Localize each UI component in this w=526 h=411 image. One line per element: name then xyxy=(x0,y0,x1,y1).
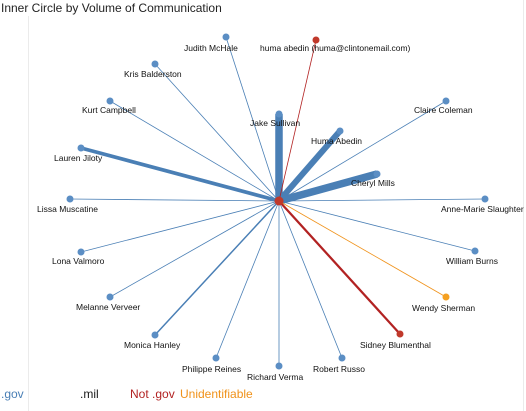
node-label-monica-hanley: Monica Hanley xyxy=(124,340,181,350)
node-sidney-blumenthal[interactable] xyxy=(396,330,404,338)
node-label-melanne-verveer: Melanne Verveer xyxy=(76,302,140,312)
node-label-sidney-blumenthal: Sidney Blumenthal xyxy=(360,340,431,350)
edge-cheryl-mills xyxy=(278,170,378,205)
edge-huma-abedin-huma-clintonemail-com xyxy=(278,39,317,202)
legend-unidentifiable: Unidentifiable xyxy=(180,387,253,401)
edge-monica-hanley xyxy=(154,200,280,336)
node-robert-russo[interactable] xyxy=(338,354,346,362)
edge-lona-valmoro xyxy=(80,200,280,253)
node-label-kris-balderston: Kris Balderston xyxy=(124,69,182,79)
node-label-claire-coleman: Claire Coleman xyxy=(414,105,473,115)
node-label-jake-sullivan: Jake Sullivan xyxy=(250,118,300,128)
node-anne-marie-slaughter[interactable] xyxy=(481,195,489,203)
edge-kurt-campbell xyxy=(109,100,280,202)
node-lauren-jiloty[interactable] xyxy=(77,144,85,152)
edge-claire-coleman xyxy=(278,100,447,202)
frame-line-right xyxy=(523,0,524,411)
node-melanne-verveer[interactable] xyxy=(106,293,114,301)
node-label-huma-abedin: Huma Abedin xyxy=(311,136,362,146)
node-judith-mchale[interactable] xyxy=(222,33,230,41)
node-label-judith-mchale: Judith McHale xyxy=(184,43,238,53)
node-huma-abedin-huma-clintonemail-com[interactable] xyxy=(312,36,320,44)
node-label-cheryl-mills: Cheryl Mills xyxy=(351,178,395,188)
node-kris-balderston[interactable] xyxy=(151,60,159,68)
node-label-philippe-reines: Philippe Reines xyxy=(182,364,241,374)
edge-judith-mchale xyxy=(225,36,280,202)
edge-lauren-jiloty xyxy=(80,146,280,203)
node-monica-hanley[interactable] xyxy=(151,331,159,339)
edge-anne-marie-slaughter xyxy=(278,198,486,202)
node-label-lauren-jiloty: Lauren Jiloty xyxy=(54,153,103,163)
node-jake-sullivan[interactable] xyxy=(275,110,283,118)
node-lona-valmoro[interactable] xyxy=(77,248,85,256)
node-lissa-muscatine[interactable] xyxy=(66,195,74,203)
edge-wendy-sherman xyxy=(278,200,447,298)
edge-sidney-blumenthal xyxy=(278,200,401,335)
node-label-robert-russo: Robert Russo xyxy=(313,364,365,374)
node-label-wendy-sherman: Wendy Sherman xyxy=(412,303,475,313)
edge-lissa-muscatine xyxy=(69,198,280,202)
node-label-huma-abedin-huma-clintonemail-com: huma abedin (huma@clintonemail.com) xyxy=(260,43,411,53)
edge-robert-russo xyxy=(278,200,343,359)
chart-title: Inner Circle by Volume of Communication xyxy=(1,1,222,15)
edge-kris-balderston xyxy=(154,63,280,202)
center-node[interactable] xyxy=(274,196,284,206)
node-label-kurt-campbell: Kurt Campbell xyxy=(82,105,136,115)
node-label-anne-marie-slaughter: Anne-Marie Slaughter xyxy=(441,204,524,214)
edge-melanne-verveer xyxy=(109,200,280,298)
legend-not-gov: Not .gov xyxy=(130,387,175,401)
node-huma-abedin[interactable] xyxy=(336,127,344,135)
node-label-william-burns: William Burns xyxy=(446,256,498,266)
node-wendy-sherman[interactable] xyxy=(442,293,450,301)
node-label-lissa-muscatine: Lissa Muscatine xyxy=(37,204,98,214)
node-kurt-campbell[interactable] xyxy=(106,97,114,105)
legend-mil: .mil xyxy=(80,387,99,401)
edge-william-burns xyxy=(278,200,476,252)
node-philippe-reines[interactable] xyxy=(212,354,220,362)
edge-huma-abedin xyxy=(276,129,343,203)
node-label-richard-verma: Richard Verma xyxy=(247,372,303,382)
node-richard-verma[interactable] xyxy=(275,362,283,370)
node-william-burns[interactable] xyxy=(471,247,479,255)
frame-line xyxy=(28,16,29,411)
edge-philippe-reines xyxy=(215,200,280,359)
node-label-lona-valmoro: Lona Valmoro xyxy=(52,256,105,266)
legend-gov: .gov xyxy=(1,387,24,401)
node-claire-coleman[interactable] xyxy=(442,97,450,105)
node-cheryl-mills[interactable] xyxy=(373,170,381,178)
